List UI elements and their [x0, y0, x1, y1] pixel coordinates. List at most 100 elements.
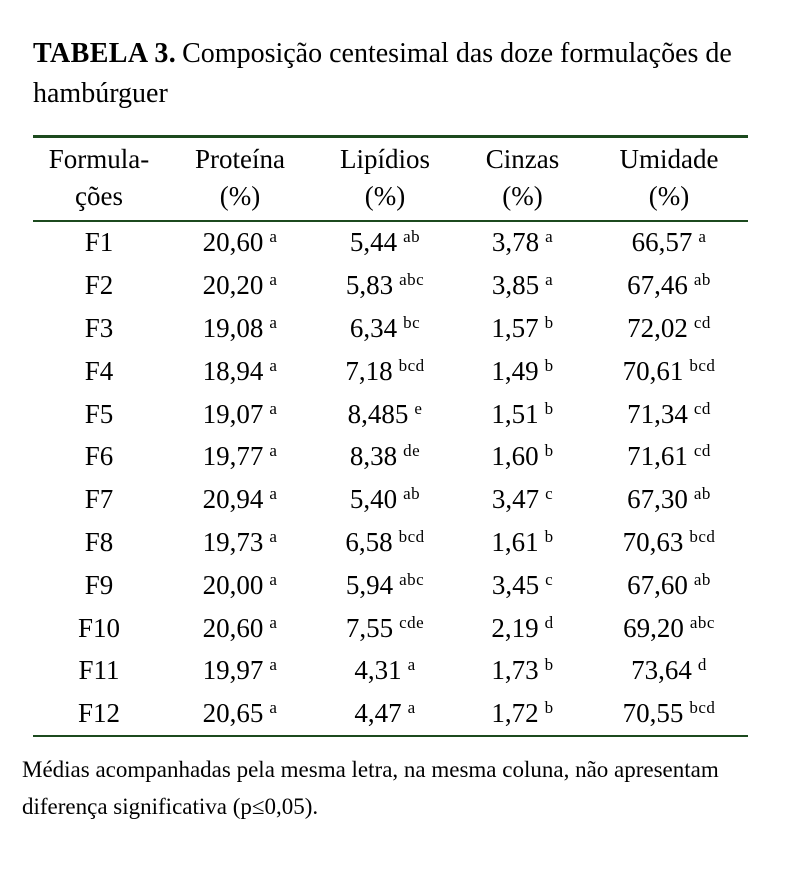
- significance-letters: c: [545, 484, 554, 504]
- cell-value: 6,34: [349, 312, 398, 343]
- significance-letters: a: [269, 612, 278, 632]
- value-cell: 67,60 ab: [590, 564, 748, 607]
- significance-letters: ab: [403, 227, 421, 247]
- row-label: F8: [84, 526, 114, 557]
- cell-value: 1,49: [491, 355, 539, 386]
- column-header-line2: (%): [364, 180, 406, 211]
- cell-value: 4,47: [354, 698, 402, 729]
- cell-value: 67,46: [627, 270, 688, 301]
- table-row: F4 18,94 a 7,18 bcd 1,49 b 70,61 bcd: [33, 350, 748, 393]
- value-cell: 70,63 bcd: [590, 521, 748, 564]
- significance-letters: b: [544, 655, 554, 675]
- row-label: F12: [77, 698, 121, 729]
- significance-letters: a: [269, 655, 278, 675]
- cell-value: 7,55: [345, 612, 394, 643]
- cell-value: 5,94: [345, 569, 394, 600]
- value-cell: 19,97 a: [165, 649, 315, 692]
- value-cell: 4,47 a: [315, 692, 455, 736]
- value-cell: 2,19 d: [455, 607, 590, 650]
- value-cell: 3,85 a: [455, 264, 590, 307]
- cell-value: 1,60: [491, 441, 539, 472]
- significance-letters: abc: [399, 270, 425, 290]
- cell-value: 20,60: [202, 227, 264, 258]
- value-cell: 5,44 ab: [315, 221, 455, 265]
- significance-letters: ab: [693, 270, 711, 290]
- significance-letters: a: [545, 270, 554, 290]
- significance-letters: bcd: [689, 355, 716, 375]
- column-header-line2: (%): [219, 180, 261, 211]
- value-cell: 1,51 b: [455, 393, 590, 436]
- column-header-formulacoes: Formula-ções: [33, 136, 165, 222]
- cell-value: 20,65: [202, 698, 264, 729]
- column-header-lipídios: Lipídios (%): [315, 136, 455, 222]
- table-row: F2 20,20 a 5,83 abc 3,85 a 67,46 ab: [33, 264, 748, 307]
- cell-value: 3,45: [491, 569, 540, 600]
- row-label: F1: [84, 227, 114, 258]
- value-cell: 20,65 a: [165, 692, 315, 736]
- value-cell: 3,78 a: [455, 221, 590, 265]
- cell-value: 66,57: [631, 227, 693, 258]
- value-cell: 5,94 abc: [315, 564, 455, 607]
- column-header-line2: (%): [648, 180, 690, 211]
- value-cell: 66,57 a: [590, 221, 748, 265]
- row-label: F10: [77, 612, 121, 643]
- column-header-cinzas: Cinzas (%): [455, 136, 590, 222]
- value-cell: 1,60 b: [455, 435, 590, 478]
- cell-value: 3,85: [491, 270, 540, 301]
- column-header-line2: (%): [502, 180, 543, 211]
- table-caption: TABELA 3. Composição centesimal das doze …: [33, 34, 757, 114]
- row-label: F4: [84, 355, 114, 386]
- significance-letters: cd: [693, 398, 711, 418]
- significance-letters: bcd: [398, 355, 425, 375]
- significance-letters: ab: [693, 484, 711, 504]
- composition-table: Formula-ções Proteína (%) Lipídios (%) Cinzas…: [33, 134, 748, 738]
- significance-letters: abc: [399, 569, 425, 589]
- value-cell: 69,20 abc: [590, 607, 748, 650]
- cell-value: 73,64: [631, 655, 692, 686]
- significance-letters: a: [269, 526, 278, 546]
- row-label: F3: [84, 312, 114, 343]
- cell-value: 19,08: [202, 312, 264, 343]
- value-cell: 19,08 a: [165, 307, 315, 350]
- table-row: F11 19,97 a 4,31 a 1,73 b 73,64 d: [33, 649, 748, 692]
- significance-letters: a: [698, 227, 707, 247]
- significance-letters: b: [544, 355, 554, 375]
- value-cell: 20,60 a: [165, 607, 315, 650]
- cell-value: 2,19: [491, 612, 539, 643]
- cell-value: 1,57: [491, 312, 539, 343]
- significance-letters: a: [269, 355, 278, 375]
- significance-letters: b: [544, 312, 554, 332]
- column-header-line2: ções: [75, 180, 123, 211]
- value-cell: 67,46 ab: [590, 264, 748, 307]
- cell-value: 71,34: [627, 398, 688, 429]
- significance-letters: a: [407, 698, 416, 718]
- significance-letters: a: [545, 227, 554, 247]
- significance-letters: bcd: [689, 698, 716, 718]
- significance-letters: ab: [403, 484, 421, 504]
- significance-letters: d: [544, 612, 554, 632]
- cell-value: 67,60: [627, 569, 688, 600]
- value-cell: 67,30 ab: [590, 478, 748, 521]
- column-header-line1: Lipídios: [339, 143, 430, 174]
- significance-letters: a: [269, 270, 278, 290]
- value-cell: 71,61 cd: [590, 435, 748, 478]
- table-footnote: Médias acompanhadas pela mesma letra, na…: [22, 757, 719, 819]
- value-cell: 1,72 b: [455, 692, 590, 736]
- cell-value: 20,60: [202, 612, 264, 643]
- value-cell: 7,55 cde: [315, 607, 455, 650]
- significance-letters: cde: [399, 612, 425, 632]
- cell-value: 5,40: [349, 484, 398, 515]
- significance-letters: ab: [693, 569, 711, 589]
- cell-value: 19,97: [202, 655, 264, 686]
- significance-letters: a: [269, 569, 278, 589]
- value-cell: 4,31 a: [315, 649, 455, 692]
- cell-value: 20,94: [202, 484, 264, 515]
- significance-letters: bcd: [398, 526, 425, 546]
- cell-value: 8,38: [349, 441, 398, 472]
- significance-letters: cd: [693, 312, 711, 332]
- significance-letters: d: [697, 655, 707, 675]
- value-cell: 73,64 d: [590, 649, 748, 692]
- cell-value: 1,61: [491, 526, 539, 557]
- cell-value: 1,72: [491, 698, 539, 729]
